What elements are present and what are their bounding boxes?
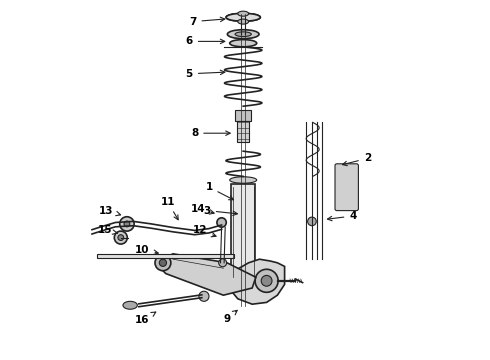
Polygon shape	[229, 259, 285, 304]
Circle shape	[219, 259, 227, 267]
Text: 10: 10	[135, 245, 158, 255]
Ellipse shape	[226, 13, 260, 21]
Ellipse shape	[123, 301, 137, 309]
Circle shape	[308, 217, 316, 226]
Circle shape	[261, 275, 272, 286]
Text: 14: 14	[191, 204, 214, 214]
Text: 8: 8	[191, 128, 230, 138]
Bar	[98, 254, 234, 258]
Circle shape	[217, 218, 226, 227]
Circle shape	[124, 221, 130, 227]
Text: 6: 6	[186, 36, 225, 46]
Text: 16: 16	[135, 312, 156, 325]
Text: 13: 13	[99, 206, 121, 216]
Circle shape	[155, 255, 171, 271]
Bar	[231, 184, 255, 281]
Text: 12: 12	[193, 225, 216, 237]
Bar	[235, 110, 251, 121]
Ellipse shape	[238, 11, 248, 16]
Ellipse shape	[227, 30, 259, 39]
Circle shape	[159, 259, 167, 266]
Ellipse shape	[235, 32, 251, 37]
Text: 7: 7	[189, 17, 225, 27]
Bar	[238, 121, 249, 142]
Text: 5: 5	[186, 69, 225, 79]
Text: 15: 15	[98, 225, 118, 235]
Polygon shape	[159, 254, 256, 295]
Circle shape	[114, 231, 127, 244]
Text: 11: 11	[160, 197, 178, 220]
Text: 2: 2	[343, 153, 371, 166]
Ellipse shape	[238, 19, 248, 24]
Circle shape	[120, 217, 134, 231]
Circle shape	[199, 291, 209, 301]
Text: 1: 1	[205, 182, 234, 200]
Text: 9: 9	[223, 310, 237, 324]
Text: 3: 3	[203, 206, 238, 216]
FancyBboxPatch shape	[335, 164, 358, 211]
Text: 4: 4	[327, 211, 357, 221]
Ellipse shape	[230, 40, 257, 47]
Circle shape	[118, 235, 123, 240]
Circle shape	[255, 269, 278, 292]
Ellipse shape	[230, 177, 257, 183]
